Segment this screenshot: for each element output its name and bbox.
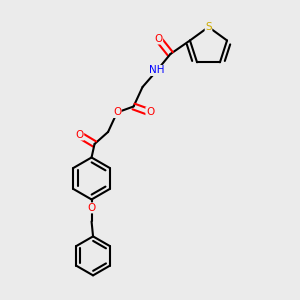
- Text: O: O: [146, 107, 154, 118]
- Text: O: O: [87, 203, 96, 213]
- Text: O: O: [113, 107, 121, 118]
- Text: NH: NH: [149, 65, 165, 76]
- Text: O: O: [75, 130, 84, 140]
- Text: O: O: [154, 34, 163, 44]
- Text: S: S: [205, 22, 212, 32]
